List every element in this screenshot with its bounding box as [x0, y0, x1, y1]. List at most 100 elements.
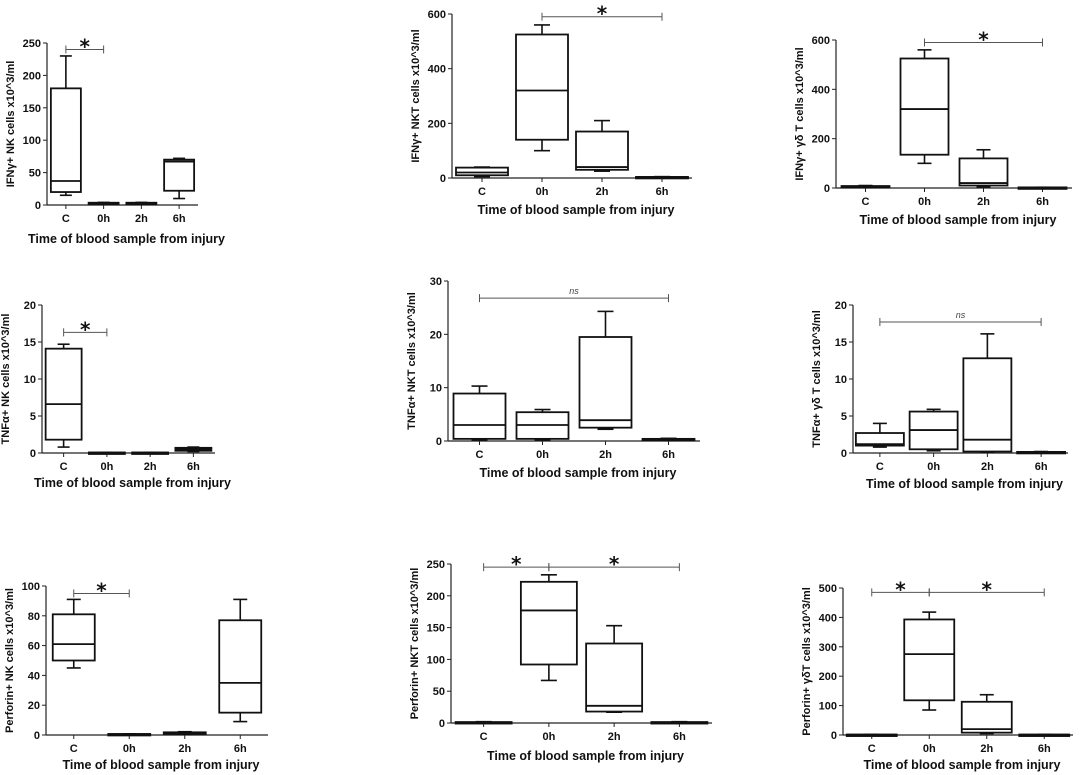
box-iqr: [519, 580, 578, 666]
significance-label: *: [96, 578, 107, 602]
significance-label: ns: [956, 310, 966, 320]
x-tick-label: C: [876, 461, 884, 473]
x-tick-label: 6h: [1035, 461, 1048, 473]
box-C: [845, 733, 898, 737]
box-iqr: [163, 158, 196, 192]
x-tick-label: 6h: [662, 449, 675, 461]
box-iqr: [455, 166, 509, 177]
chart-panel-8: 0 50 100 150 200 250 C 0h 2h 6h Time of blood samp…: [409, 552, 712, 763]
y-tick-label: 500: [819, 583, 837, 595]
y-tick-label: 0: [831, 730, 837, 742]
x-tick-label: 0h: [918, 196, 931, 208]
x-tick-label: 0h: [927, 461, 940, 473]
y-tick-label: 200: [812, 134, 830, 146]
y-axis-title: TNFα+ NK cells x10^3/ml: [0, 314, 12, 445]
significance-label: ns: [569, 286, 579, 296]
y-tick-label: 0: [34, 730, 40, 742]
y-axis-title: IFNγ+ NK cells x10^3/ml: [5, 61, 17, 188]
y-tick-label: 20: [835, 300, 847, 312]
x-tick-label: C: [476, 449, 484, 461]
x-axis-title: Time of blood sample from injury: [479, 466, 676, 480]
box-iqr: [44, 347, 83, 441]
x-tick-label: 2h: [178, 743, 191, 755]
box-2h: [962, 333, 1013, 454]
y-tick-label: 0: [824, 183, 830, 195]
box-2h: [575, 119, 629, 172]
y-axis-title: Perforin+ NK cells x10^3/ml: [4, 588, 16, 733]
x-axis-title: Time of blood sample from injury: [866, 477, 1063, 491]
box-iqr: [515, 33, 569, 141]
x-tick-label: 6h: [1036, 196, 1049, 208]
y-axis-title: Perforin+ NKT cells x10^3/ml: [409, 568, 421, 720]
x-tick-label: 2h: [980, 743, 993, 755]
chart-panel-7: 0 20 40 60 80 100 C 0h 2h 6h Time of blood sample …: [4, 578, 268, 772]
box-iqr: [899, 57, 950, 156]
significance-bracket: *: [928, 577, 1045, 601]
y-tick-label: 200: [819, 671, 837, 683]
y-axis-title: IFNγ+ γδ T cells x10^3/ml: [794, 47, 806, 180]
box-0h: [107, 733, 152, 737]
x-tick-label: C: [62, 213, 70, 225]
box-6h: [635, 175, 689, 180]
x-axis-title: Time of blood sample from injury: [487, 749, 684, 763]
significance-bracket: ns: [879, 310, 1042, 327]
significance-bracket: *: [63, 317, 108, 341]
y-tick-label: 20: [28, 700, 40, 712]
chart-panel-2: 0 200 400 600 C 0h 2h 6h Time of blood sample fr…: [410, 2, 692, 217]
x-tick-label: 0h: [536, 186, 549, 198]
significance-label: *: [982, 577, 993, 601]
x-tick-label: C: [862, 196, 870, 208]
y-tick-label: 150: [23, 103, 41, 115]
box-6h: [1018, 733, 1071, 737]
box-iqr: [578, 336, 633, 429]
y-tick-label: 150: [427, 623, 445, 635]
box-iqr: [49, 87, 82, 193]
x-tick-label: 0h: [100, 461, 113, 473]
x-axis-title: Time of blood sample from injury: [34, 476, 231, 490]
x-tick-label: C: [60, 461, 68, 473]
box-2h: [960, 693, 1013, 735]
y-axis-title: IFNγ+ NKT cells x10^3/ml: [410, 29, 422, 162]
y-tick-label: 100: [819, 701, 837, 713]
x-tick-label: 2h: [977, 196, 990, 208]
significance-label: *: [597, 2, 608, 26]
y-tick-label: 50: [433, 686, 445, 698]
y-tick-label: 200: [23, 70, 41, 82]
x-tick-label: 0h: [97, 213, 110, 225]
x-tick-label: 2h: [608, 731, 621, 743]
box-6h: [650, 720, 709, 725]
x-tick-label: C: [478, 186, 486, 198]
box-2h: [585, 624, 644, 713]
chart-panel-6: 0 5 10 15 20 C 0h 2h 6h Time of blood sample from…: [811, 300, 1068, 491]
x-tick-label: C: [70, 743, 78, 755]
box-2h: [162, 730, 207, 736]
y-tick-label: 0: [841, 448, 847, 460]
y-tick-label: 0: [436, 436, 442, 448]
significance-bracket: *: [73, 578, 130, 602]
x-tick-label: 2h: [599, 449, 612, 461]
x-tick-label: 2h: [135, 213, 148, 225]
significance-bracket: *: [924, 27, 1043, 51]
box-2h: [125, 201, 158, 206]
x-axis-title: Time of blood sample from injury: [62, 758, 259, 772]
y-tick-label: 50: [29, 168, 41, 180]
y-tick-label: 600: [812, 35, 830, 47]
significance-bracket: *: [541, 2, 663, 26]
chart-panel-9: 0 100 200 300 400 500 C 0h 2h 6h Time of blood sam…: [801, 577, 1073, 772]
box-6h: [218, 598, 263, 723]
y-tick-label: 15: [24, 337, 36, 349]
box-2h: [578, 310, 633, 431]
y-tick-label: 200: [427, 591, 445, 603]
chart-panel-5: 0 10 20 30 C 0h 2h 6h Time of blood sample from …: [406, 276, 700, 480]
box-6h: [163, 157, 196, 200]
box-2h: [958, 148, 1009, 188]
box-iqr: [960, 700, 1013, 734]
y-axis-title: Perforin+ γδT cells x10^3/ml: [801, 587, 813, 736]
x-tick-label: 0h: [123, 743, 136, 755]
box-iqr: [962, 357, 1013, 453]
box-iqr: [585, 642, 644, 713]
box-6h: [1017, 186, 1068, 190]
significance-label: *: [511, 552, 522, 576]
y-tick-label: 400: [428, 64, 446, 76]
box-iqr: [575, 130, 629, 171]
